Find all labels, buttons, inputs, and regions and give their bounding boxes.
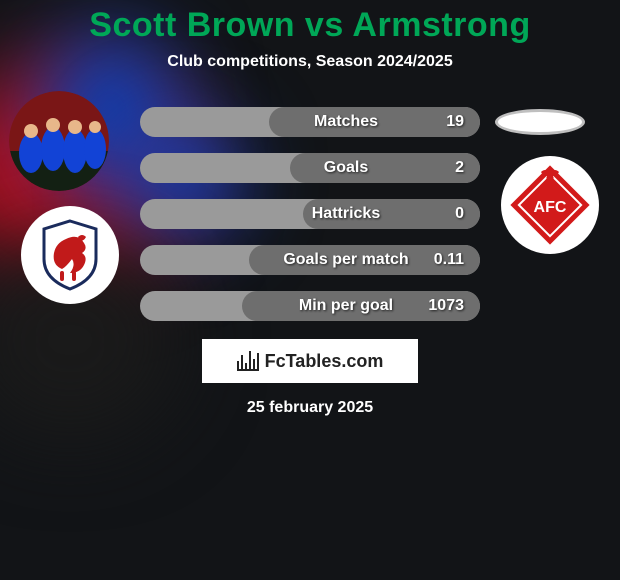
logo-text: FcTables.com xyxy=(265,351,384,372)
stat-bars: Matches19 Goals2 Hattricks0 Goals per match… xyxy=(140,107,480,321)
date-text: 25 february 2025 xyxy=(0,399,620,417)
fctables-logo: FcTables.com xyxy=(202,339,418,383)
stat-label: Goals per match xyxy=(276,251,416,269)
stat-bar: Matches19 xyxy=(140,107,480,137)
club-badge-left xyxy=(21,206,119,304)
stat-value: 0.11 xyxy=(416,251,464,269)
logo-bars-icon xyxy=(237,351,259,371)
comparison-card: Scott Brown vs Armstrong Club competitio… xyxy=(0,0,620,450)
stat-bar: Hattricks0 xyxy=(140,199,480,229)
stat-label: Goals xyxy=(276,159,416,177)
stat-value: 0 xyxy=(416,205,464,223)
player-photo-left xyxy=(9,91,109,191)
stat-bar: Min per goal1073 xyxy=(140,291,480,321)
stat-value: 19 xyxy=(416,113,464,131)
stat-bar: Goals per match0.11 xyxy=(140,245,480,275)
stat-value: 1073 xyxy=(416,297,464,315)
player-photo-right-placeholder xyxy=(495,109,585,135)
stat-bar: Goals2 xyxy=(140,153,480,183)
stat-label: Matches xyxy=(276,113,416,131)
mid-row: AFC Matches19 Goals2 Hattricks0 Goals per m… xyxy=(0,91,620,450)
svg-text:AFC: AFC xyxy=(534,199,567,216)
stat-value: 2 xyxy=(416,159,464,177)
page-title: Scott Brown vs Armstrong xyxy=(89,6,530,45)
club-badge-right: AFC xyxy=(501,156,599,254)
subtitle: Club competitions, Season 2024/2025 xyxy=(167,53,452,71)
stat-label: Hattricks xyxy=(276,205,416,223)
stat-label: Min per goal xyxy=(276,297,416,315)
